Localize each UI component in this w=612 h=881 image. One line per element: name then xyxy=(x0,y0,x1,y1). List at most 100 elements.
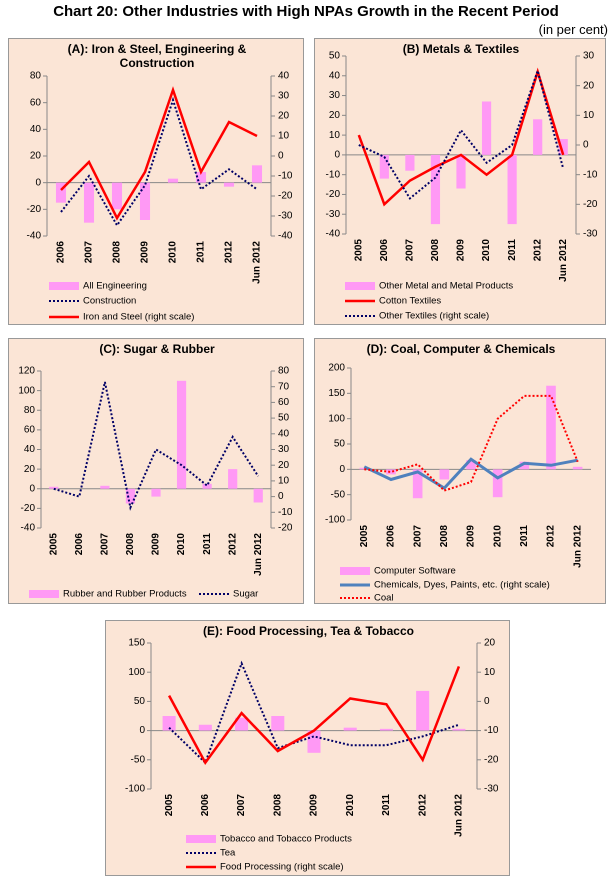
chart-panel: -40 -20 0 20 40 60 80 -40 -30 -20 -10 0 10 20 30 40 2006… xyxy=(8,38,304,325)
x-tick-label: 2006 xyxy=(200,794,211,817)
bar xyxy=(55,182,67,203)
y-tick-label: 40 xyxy=(329,70,341,81)
y2-tick-label: 0 xyxy=(484,696,490,707)
bar xyxy=(439,469,450,480)
y2-tick-label: -30 xyxy=(484,784,499,795)
bar xyxy=(546,385,556,470)
y2-tick-label: 10 xyxy=(583,110,595,121)
y2-tick-label: 0 xyxy=(278,151,284,162)
y-tick-label: 40 xyxy=(30,124,42,135)
legend-label: Construction xyxy=(83,296,136,307)
x-tick-label: 2010 xyxy=(481,239,492,262)
y-tick-label: 30 xyxy=(329,90,341,101)
legend-label: Other Textiles (right scale) xyxy=(379,311,489,322)
x-tick-label: 2006 xyxy=(56,241,67,264)
y2-tick-label: 50 xyxy=(278,413,290,424)
chart-title: (D): Coal, Computer & Chemicals xyxy=(366,342,556,356)
chart: -40 -30 -20 -10 0 10 20 30 40 50 -30 -20 -10 0 10 20 30 2… xyxy=(326,51,598,322)
legend-label: Rubber and Rubber Products xyxy=(63,589,187,600)
x-tick-label: Jun 2012 xyxy=(454,794,465,837)
chart-panel: -100 -50 0 50 100 150 200 2005 2006 2007 2008 2009 2… xyxy=(314,338,606,604)
chart: -40 -20 0 20 40 60 80 -40 -30 -20 -10 0 10 20 30 40 2006… xyxy=(27,71,293,323)
y2-tick-label: 80 xyxy=(278,366,290,377)
y-tick-label: 0 xyxy=(29,483,35,494)
y2-tick-label: 30 xyxy=(278,444,290,455)
y2-tick-label: -20 xyxy=(278,191,293,202)
x-tick-label: 2012 xyxy=(532,239,543,262)
legend-swatch xyxy=(29,590,59,598)
chart: -40 -20 0 20 40 60 80 100 120 -20 -10 0 10 20 30 40 50 60… xyxy=(18,366,293,600)
x-tick-label: 2008 xyxy=(125,533,136,556)
y-tick-label: 200 xyxy=(328,363,345,374)
bar xyxy=(167,178,179,183)
legend-label: Cotton Textiles xyxy=(379,296,441,307)
x-tick-label: 2007 xyxy=(236,794,247,817)
y-tick-label: -50 xyxy=(131,754,146,765)
y2-tick-label: 0 xyxy=(583,140,589,151)
y2-tick-label: -30 xyxy=(583,229,598,240)
x-tick-label: 2005 xyxy=(359,525,370,548)
x-tick-label: 2009 xyxy=(140,241,151,264)
y-tick-label: -40 xyxy=(326,229,341,240)
chart-title: (E): Food Processing, Tea & Tobacco xyxy=(203,624,414,638)
bar xyxy=(139,182,151,220)
x-tick-label: Jun 2012 xyxy=(558,239,569,282)
y-tick-label: -40 xyxy=(21,523,36,534)
bar xyxy=(492,469,503,498)
bar xyxy=(176,380,187,489)
line-series xyxy=(60,96,258,228)
line-series xyxy=(53,381,260,511)
legend-swatch xyxy=(345,282,375,290)
x-tick-label: 2011 xyxy=(381,794,392,816)
y-tick-label: 20 xyxy=(329,110,341,121)
line-series xyxy=(364,394,579,492)
x-tick-label: 2011 xyxy=(202,533,213,555)
line-series xyxy=(358,67,565,200)
x-tick-label: 2005 xyxy=(353,239,364,262)
x-tick-label: 2012 xyxy=(546,525,557,548)
y2-tick-label: 20 xyxy=(484,638,496,649)
bar xyxy=(572,466,583,470)
y2-tick-label: -10 xyxy=(278,507,293,518)
y2-tick-label: 10 xyxy=(278,476,290,487)
page-title: Chart 20: Other Industries with High NPA… xyxy=(53,3,559,20)
y-tick-label: -20 xyxy=(21,503,36,514)
x-tick-label: 2008 xyxy=(112,241,123,264)
x-tick-label: 2009 xyxy=(151,533,162,556)
x-tick-label: 2010 xyxy=(492,525,503,548)
bar xyxy=(307,730,321,753)
y-tick-label: 0 xyxy=(339,464,345,475)
y-tick-label: 20 xyxy=(24,464,36,475)
bar xyxy=(379,728,393,731)
y-tick-label: -100 xyxy=(125,784,145,795)
chart-title: (C): Sugar & Rubber xyxy=(99,342,215,356)
y-tick-label: 0 xyxy=(334,150,340,161)
y2-tick-label: 0 xyxy=(278,491,284,502)
y-tick-label: 80 xyxy=(30,71,42,82)
bar xyxy=(452,728,466,731)
bar xyxy=(271,716,285,731)
bar xyxy=(151,488,161,497)
bar xyxy=(379,154,389,179)
bar xyxy=(251,165,263,183)
legend-swatch xyxy=(186,835,216,843)
y2-tick-label: -20 xyxy=(583,199,598,210)
x-tick-label: 2007 xyxy=(405,239,416,262)
x-tick-label: 2012 xyxy=(417,794,428,817)
y2-tick-label: 20 xyxy=(278,111,290,122)
y2-tick-label: 10 xyxy=(278,131,290,142)
y2-tick-label: -20 xyxy=(484,754,499,765)
bar xyxy=(228,469,238,489)
y2-tick-label: -40 xyxy=(278,231,293,242)
legend-label: Chemicals, Dyes, Paints, etc. (right sca… xyxy=(374,580,550,591)
legend-label: Other Metal and Metal Products xyxy=(379,281,513,292)
y2-tick-label: 30 xyxy=(278,91,290,102)
legend-label: Tea xyxy=(220,848,236,859)
line-series xyxy=(167,665,461,766)
y-tick-label: 20 xyxy=(30,151,42,162)
bar xyxy=(49,486,59,489)
y-tick-label: 50 xyxy=(134,696,146,707)
x-tick-label: 2007 xyxy=(412,525,423,548)
y-tick-label: -100 xyxy=(325,515,345,526)
